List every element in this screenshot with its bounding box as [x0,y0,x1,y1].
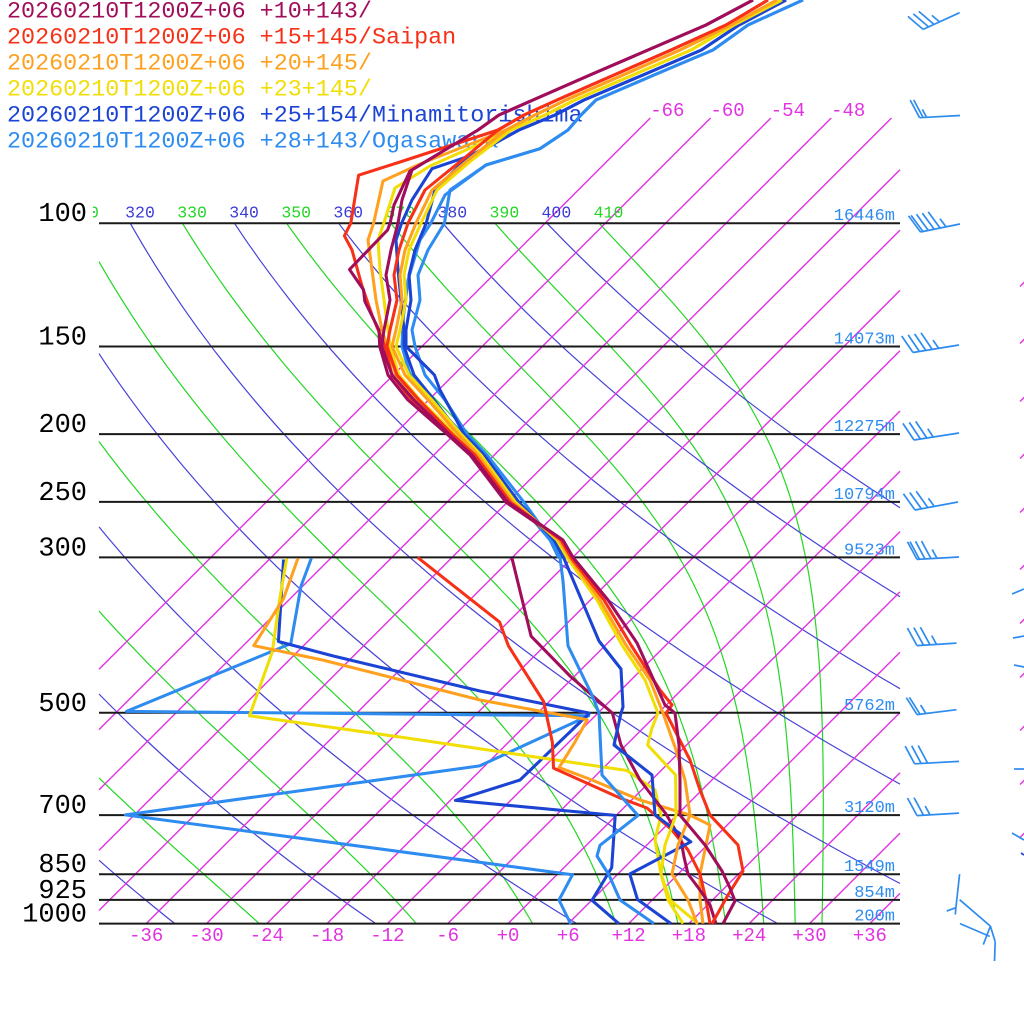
svg-text:-66: -66 [650,100,684,122]
svg-text:+18: +18 [672,925,706,947]
svg-text:20260210T1200Z+06 +28+143/Ogas: 20260210T1200Z+06 +28+143/Ogasawara [7,130,498,156]
svg-text:20260210T1200Z+06 +20+145/: 20260210T1200Z+06 +20+145/ [7,52,372,78]
svg-text:850: 850 [38,851,87,881]
svg-text:20260210T1200Z+06 +23+145/: 20260210T1200Z+06 +23+145/ [7,78,372,104]
svg-text:320: 320 [125,204,155,223]
svg-text:250: 250 [38,479,87,509]
svg-text:-12: -12 [370,925,404,947]
svg-text:+36: +36 [853,925,887,947]
svg-text:500: 500 [38,690,87,720]
svg-text:400: 400 [542,204,572,223]
svg-text:+0: +0 [497,925,520,947]
svg-text:+6: +6 [557,925,580,947]
svg-text:200m: 200m [854,908,895,927]
svg-text:9523m: 9523m [844,541,895,560]
svg-text:854m: 854m [854,884,895,903]
svg-text:330: 330 [177,204,207,223]
svg-text:20260210T1200Z+06 +10+143/: 20260210T1200Z+06 +10+143/ [7,0,372,26]
svg-text:410: 410 [594,204,624,223]
svg-text:-60: -60 [710,100,744,122]
svg-text:1000: 1000 [22,901,87,931]
svg-text:-54: -54 [771,100,805,122]
svg-text:-6: -6 [436,925,459,947]
svg-text:700: 700 [38,792,87,822]
svg-text:925: 925 [38,877,87,907]
svg-text:300: 300 [38,534,87,564]
svg-text:150: 150 [38,324,87,354]
svg-text:12275m: 12275m [834,418,895,437]
svg-text:-24: -24 [250,925,284,947]
svg-text:350: 350 [281,204,311,223]
svg-text:+12: +12 [611,925,645,947]
svg-text:1549m: 1549m [844,858,895,877]
svg-text:-30: -30 [189,925,223,947]
svg-text:310: 310 [69,204,99,223]
svg-text:10794m: 10794m [834,486,895,505]
svg-text:-18: -18 [310,925,344,947]
svg-text:380: 380 [437,204,467,223]
svg-text:340: 340 [229,204,259,223]
svg-text:-48: -48 [831,100,865,122]
svg-text:+24: +24 [732,925,766,947]
svg-text:14073m: 14073m [834,331,895,350]
svg-text:-36: -36 [129,925,163,947]
svg-text:390: 390 [490,204,520,223]
svg-text:20260210T1200Z+06 +15+145/Saip: 20260210T1200Z+06 +15+145/Saipan [7,26,456,52]
svg-text:3120m: 3120m [844,799,895,818]
svg-text:+30: +30 [792,925,826,947]
svg-text:200: 200 [38,411,87,441]
svg-text:100: 100 [38,200,87,230]
svg-text:5762m: 5762m [844,697,895,716]
svg-text:360: 360 [333,204,363,223]
svg-text:16446m: 16446m [834,207,895,226]
